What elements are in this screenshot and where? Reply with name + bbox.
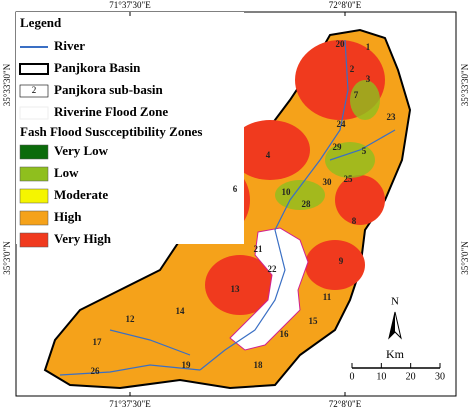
legend-label: Panjkora Basin bbox=[54, 60, 141, 75]
low-zones bbox=[275, 80, 380, 210]
legend-label: Moderate bbox=[54, 187, 108, 202]
zone-patch bbox=[325, 142, 375, 178]
sub-basin-label: 18 bbox=[254, 360, 264, 370]
north-arrow: N bbox=[388, 296, 402, 340]
sub-basin-label: 11 bbox=[323, 292, 332, 302]
basin-symbol bbox=[19, 63, 49, 75]
sub-basin-label: 7 bbox=[354, 90, 359, 100]
zone-patch bbox=[230, 120, 310, 180]
coordinate-label: 72°8'0"E bbox=[329, 399, 362, 409]
sub-basin-label: 26 bbox=[91, 366, 101, 376]
legend-label: Very Low bbox=[54, 143, 109, 158]
sub-basin-label: 14 bbox=[176, 306, 186, 316]
sub-basin-label: 15 bbox=[309, 316, 319, 326]
river bbox=[109, 329, 191, 356]
sub-basin-label: 12 bbox=[126, 314, 136, 324]
sub-basin-label: 30 bbox=[323, 177, 333, 187]
zone-swatch bbox=[19, 166, 49, 182]
zone-patch bbox=[350, 80, 380, 120]
zone-swatch bbox=[19, 144, 49, 160]
north-symbol bbox=[389, 312, 395, 338]
sub-basin-label: 22 bbox=[268, 264, 278, 274]
sub-basin-label: 3 bbox=[366, 74, 371, 84]
zone-patch bbox=[275, 180, 325, 210]
zone-patch bbox=[335, 175, 385, 225]
sub-basin-label: 10 bbox=[282, 187, 292, 197]
zones-title: Fash Flood Suscceptibility Zones bbox=[20, 124, 202, 139]
sub-basin-label: 19 bbox=[182, 360, 192, 370]
sub-basin-label: 23 bbox=[387, 112, 397, 122]
river bbox=[329, 129, 396, 161]
north-label: N bbox=[391, 296, 399, 308]
sub-basin-label: 9 bbox=[339, 256, 344, 266]
sub-basin-label: 13 bbox=[231, 284, 241, 294]
sub-basin-symbol-label: 2 bbox=[32, 85, 37, 95]
coordinate-label: 35°33'30"N bbox=[2, 63, 12, 106]
coordinate-label: 35°3'0"N bbox=[460, 241, 470, 275]
river bbox=[199, 39, 349, 371]
scale-unit: Km bbox=[386, 347, 405, 361]
sub-basin-symbol bbox=[19, 84, 49, 98]
coordinate-label: 72°8'0"E bbox=[329, 0, 362, 10]
sub-basin-label: 20 bbox=[336, 39, 346, 49]
legend-label: Riverine Flood Zone bbox=[54, 104, 168, 119]
legend-label: Panjkora sub-basin bbox=[54, 82, 163, 97]
rivers bbox=[59, 39, 396, 376]
sub-basin-label: 8 bbox=[352, 216, 357, 226]
zone-swatch bbox=[19, 188, 49, 204]
sub-basin-label: 28 bbox=[302, 199, 312, 209]
coordinate-label: 71°37'30"E bbox=[109, 399, 151, 409]
coordinate-label: 35°33'30"N bbox=[460, 63, 470, 106]
sub-basin-label: 5 bbox=[362, 146, 367, 156]
legend: Legend River Panjkora Basin 2 Panjkora s… bbox=[19, 15, 202, 248]
sub-basin-label: 1 bbox=[366, 42, 371, 52]
zone-patch bbox=[305, 240, 365, 290]
scale-tick-label: 10 bbox=[376, 371, 386, 382]
coordinate-label: 35°3'0"N bbox=[2, 241, 12, 275]
sub-basin-label: 21 bbox=[254, 244, 264, 254]
coordinate-label: 71°37'30"E bbox=[109, 0, 151, 10]
scale-tick-label: 30 bbox=[435, 371, 445, 382]
legend-label: Very High bbox=[54, 231, 112, 246]
river bbox=[59, 364, 201, 376]
zone-swatch bbox=[19, 210, 49, 226]
sub-basin-label: 24 bbox=[337, 119, 347, 129]
legend-label: Low bbox=[54, 165, 79, 180]
sub-basin-label: 2 bbox=[350, 64, 355, 74]
scale-tick-label: 0 bbox=[350, 371, 355, 382]
sub-basin-label: 6 bbox=[233, 184, 238, 194]
sub-basin-label: 25 bbox=[344, 174, 354, 184]
legend-label: High bbox=[54, 209, 82, 224]
sub-basin-label: 4 bbox=[266, 150, 271, 160]
flood-zone bbox=[229, 227, 309, 351]
sub-basin-label: 16 bbox=[280, 329, 290, 339]
zone-patch bbox=[205, 255, 275, 315]
sub-basin-label: 17 bbox=[93, 337, 103, 347]
scale-tick-label: 20 bbox=[406, 371, 416, 382]
sub-basin-label: 29 bbox=[333, 142, 343, 152]
legend-label: River bbox=[54, 38, 85, 53]
zone-swatch bbox=[19, 232, 49, 248]
flood-zone-symbol bbox=[19, 106, 49, 120]
legend-title: Legend bbox=[20, 15, 62, 30]
legend-box bbox=[16, 12, 244, 244]
